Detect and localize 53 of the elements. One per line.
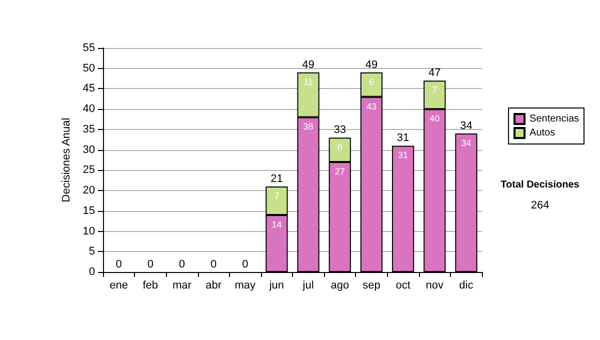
y-tick-label: 30 xyxy=(82,144,95,156)
x-tick-label: ene xyxy=(110,280,128,292)
x-tick-label: nov xyxy=(426,280,444,292)
y-tick-label: 45 xyxy=(82,82,95,95)
total-label: 0 xyxy=(210,258,217,270)
x-tick-label: ago xyxy=(330,280,350,292)
data-label: 6 xyxy=(337,142,342,152)
legend-label: Sentencias xyxy=(530,114,580,124)
data-label: 6 xyxy=(368,76,374,87)
legend-label: Autos xyxy=(530,128,556,138)
total-label: 0 xyxy=(147,258,154,270)
y-tick-label: 50 xyxy=(82,62,95,74)
data-label: 31 xyxy=(398,150,408,160)
y-tick-label: 55 xyxy=(82,42,95,54)
x-tick-label: jun xyxy=(268,280,284,292)
total-label: 21 xyxy=(270,172,283,185)
total-label: 0 xyxy=(178,258,186,270)
total-label: 49 xyxy=(302,58,314,71)
x-tick-label: sep xyxy=(362,280,380,292)
data-label: 14 xyxy=(272,219,282,230)
y-tick-label: 15 xyxy=(82,204,95,217)
x-tick-label: oct xyxy=(396,280,410,292)
data-label: 11 xyxy=(304,76,313,87)
y-axis-title: Decisiones Anual xyxy=(60,118,72,202)
x-tick-label: feb xyxy=(142,280,158,292)
text: 264 xyxy=(530,200,550,212)
y-tick-label: 35 xyxy=(82,123,95,136)
total-label: 47 xyxy=(428,67,441,80)
x-tick-label: may xyxy=(234,280,256,292)
total-label: 49 xyxy=(365,58,378,71)
total-label: 31 xyxy=(396,132,410,144)
total-label: 33 xyxy=(334,124,346,136)
x-tick-label: jul xyxy=(302,280,314,292)
total-label: 0 xyxy=(116,258,122,270)
x-tick-label: mar xyxy=(172,280,192,292)
data-label: 7 xyxy=(432,85,438,96)
data-label: 43 xyxy=(366,101,376,112)
total-label: 0 xyxy=(242,258,248,270)
data-label: 40 xyxy=(430,114,440,124)
x-tick-label: dic xyxy=(459,280,474,292)
data-label: 34 xyxy=(461,138,472,148)
total-label: 34 xyxy=(460,120,472,132)
y-tick-label: 20 xyxy=(82,184,95,197)
y-tick-label: 40 xyxy=(82,103,95,116)
text: Total Decisiones xyxy=(500,180,580,190)
y-tick-label: 5 xyxy=(88,246,95,258)
data-label: 27 xyxy=(334,166,345,177)
y-tick-label: 10 xyxy=(82,225,95,238)
data-label: 7 xyxy=(274,190,280,201)
y-tick-label: 0 xyxy=(88,266,95,278)
y-tick-label: 25 xyxy=(82,164,95,176)
data-label: 38 xyxy=(303,122,314,132)
x-tick-label: abr xyxy=(206,280,222,292)
